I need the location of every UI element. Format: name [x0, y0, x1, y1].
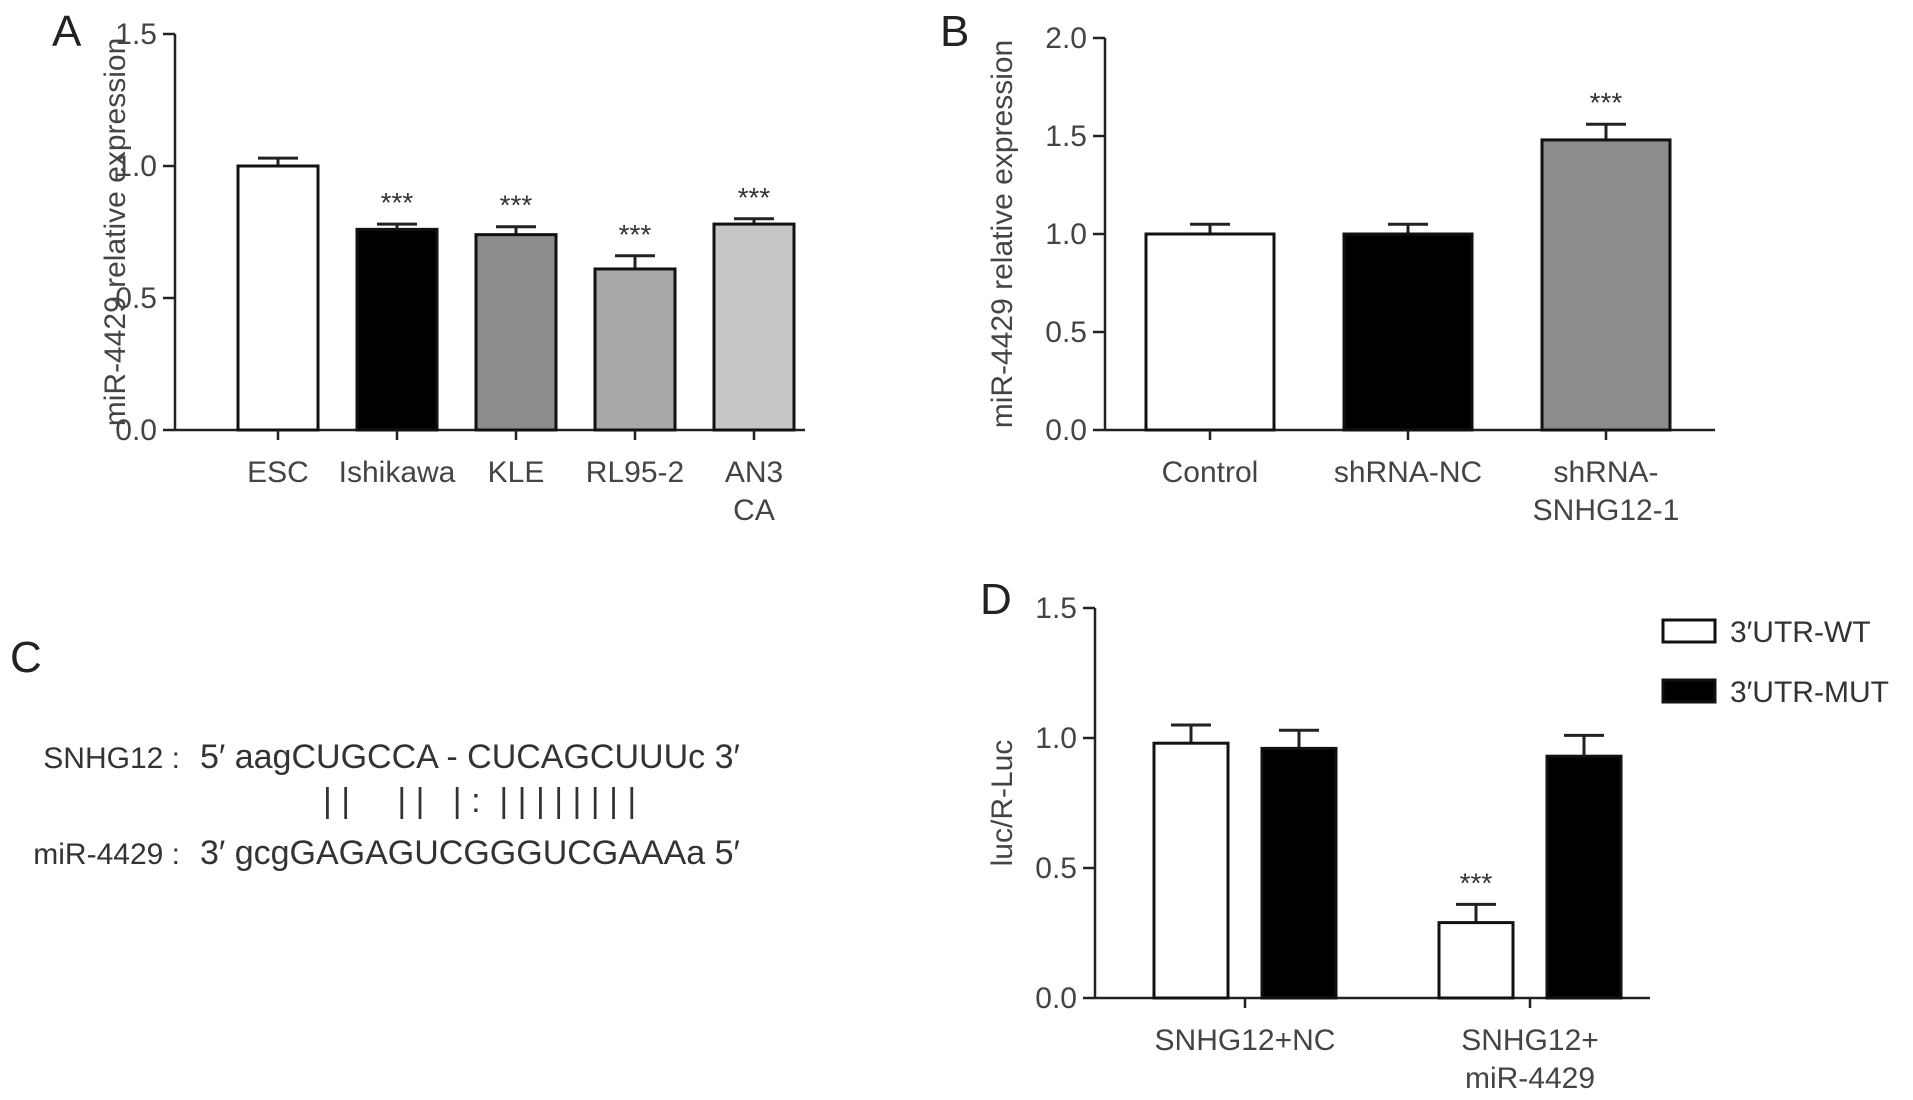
panel-d-y-axis-label: luc/R-Luc: [986, 740, 1019, 867]
panel-d-legend-swatch: [1661, 618, 1717, 644]
panel-a-x-tick-label: AN3: [725, 456, 783, 489]
panel-a-x-tick-label: KLE: [488, 456, 545, 489]
snhg12-sequence: 5′ aagCUGCCA - CUCAGCUUUc 3′: [200, 738, 740, 776]
panel-a-bar: [355, 227, 439, 432]
panel-letter-b: B: [940, 7, 969, 56]
panel-a-y-tick-label: 1.5: [115, 18, 157, 51]
panel-d-significance: ***: [1460, 867, 1493, 898]
panel-d-legend-label: 3′UTR-WT: [1730, 616, 1871, 649]
panel-b-bar: [1342, 232, 1474, 432]
mir4429-sequence: 3′ gcgGAGAGUCGGGUCGAAAa 5′: [200, 834, 740, 872]
panel-d-chart: 0.0 0.5 1.0 1.5 luc/R-Luc SNHG12+NC *** SNHG12+…: [986, 592, 1889, 1095]
panel-b-significance: ***: [1590, 87, 1623, 118]
panel-a-significance: ***: [738, 182, 771, 213]
panel-a-significance: ***: [500, 190, 533, 221]
panel-b-y-tick-label: 1.0: [1045, 218, 1087, 251]
panel-b-chart: 0.0 0.5 1.0 1.5 2.0 miR-4429 relative express…: [986, 22, 1715, 527]
panel-a-bar: [593, 267, 677, 432]
panel-a-significance: ***: [381, 187, 414, 218]
panel-letter-c: C: [10, 633, 42, 682]
panel-letter-a: A: [52, 7, 82, 56]
panel-a-y-tick-label: 1.0: [115, 150, 157, 183]
panel-d-bar: [1545, 754, 1623, 1000]
panel-d-y-tick-label: 0.0: [1035, 982, 1077, 1015]
panel-d-y-tick-label: 1.5: [1035, 592, 1077, 625]
panel-d-x-tick-label: SNHG12+NC: [1155, 1024, 1336, 1057]
panel-a-bar: [474, 233, 558, 432]
panel-b-y-tick-label: 0.5: [1045, 316, 1087, 349]
mir4429-label: miR-4429 :: [33, 838, 180, 871]
panel-d-legend-swatch: [1661, 678, 1717, 704]
panel-a-y-axis-label: miR-4429 relative expression: [99, 38, 132, 427]
panel-d-x-tick-label: miR-4429: [1465, 1062, 1595, 1095]
panel-d-legend-label: 3′UTR-MUT: [1730, 676, 1889, 709]
panel-b-bar: [1540, 138, 1672, 432]
panel-b-x-tick-label: shRNA-NC: [1334, 456, 1482, 489]
panel-d-bar: [1152, 741, 1230, 1000]
panel-c-alignment: SNHG12 : 5′ aagCUGCCA - CUCAGCUUUc 3′ | …: [33, 738, 740, 872]
panel-a-y-tick-label: 0.5: [115, 282, 157, 315]
panel-d-bar: [1437, 921, 1515, 1000]
panel-b-y-tick-label: 2.0: [1045, 22, 1087, 55]
panel-a-y-tick-label: 0.0: [115, 414, 157, 447]
panel-b-x-tick-label: SNHG12-1: [1533, 494, 1680, 527]
pairing-marks: | | | | | : | | | | | | | |: [323, 782, 636, 820]
panel-a-x-tick-label: Ishikawa: [339, 456, 456, 489]
panel-letter-d: D: [980, 575, 1012, 624]
snhg12-label: SNHG12 :: [43, 742, 180, 775]
panel-b-y-tick-label: 0.0: [1045, 414, 1087, 447]
panel-a-significance: ***: [619, 219, 652, 250]
panel-d-bar: [1260, 746, 1338, 1000]
panel-b-x-tick-label: Control: [1162, 456, 1259, 489]
panel-a-bar: [712, 222, 796, 432]
panel-b-y-tick-label: 1.5: [1045, 120, 1087, 153]
panel-d-y-tick-label: 0.5: [1035, 852, 1077, 885]
panel-a-x-tick-label: RL95-2: [586, 456, 684, 489]
panel-b-x-tick-label: shRNA-: [1553, 456, 1658, 489]
panel-a-bar: [236, 164, 320, 432]
panel-d-x-tick-label: SNHG12+: [1461, 1024, 1599, 1057]
panel-a-x-tick-label: CA: [733, 494, 775, 527]
panel-b-y-axis-label: miR-4429 relative expression: [986, 40, 1019, 429]
panel-a-x-tick-label: ESC: [247, 456, 309, 489]
panel-b-bar: [1144, 232, 1276, 432]
panel-d-y-tick-label: 1.0: [1035, 722, 1077, 755]
